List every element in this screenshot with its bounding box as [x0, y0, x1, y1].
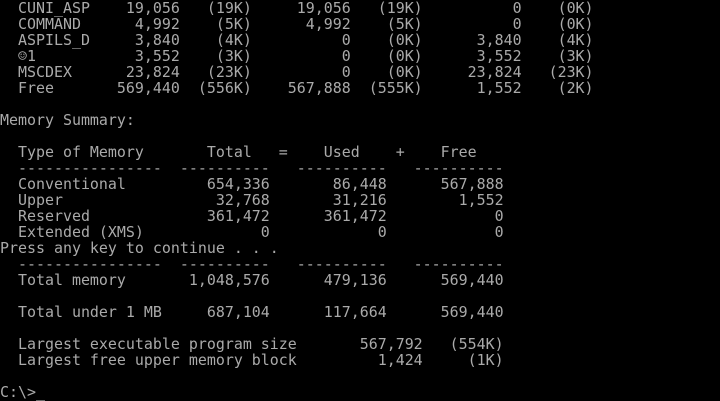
- output-line: CUNI_ASP 19,056 (19K) 19,056 (19K) 0 (0K…: [0, 0, 594, 17]
- output-line: Press any key to continue . . .: [0, 239, 279, 257]
- output-line: [0, 96, 720, 112]
- output-line: Largest executable program size 567,792 …: [0, 335, 504, 353]
- output-line: [0, 320, 720, 336]
- output-line: Type of Memory Total = Used + Free: [0, 143, 477, 161]
- text-cursor: _: [35, 383, 45, 401]
- output-line: COMMAND 4,992 (5K) 4,992 (5K) 0 (0K): [0, 15, 594, 33]
- output-line: Largest free upper memory block 1,424 (1…: [0, 351, 504, 369]
- terminal-output: CUNI_ASP 19,056 (19K) 19,056 (19K) 0 (0K…: [0, 0, 720, 384]
- command-prompt-line[interactable]: C:\>_: [0, 384, 720, 400]
- output-line: Conventional 654,336 86,448 567,888: [0, 175, 504, 193]
- output-line: Extended (XMS) 0 0 0: [0, 223, 504, 241]
- output-line: Memory Summary:: [0, 111, 135, 129]
- output-line: Total memory 1,048,576 479,136 569,440: [0, 271, 504, 289]
- output-line: ☺1 3,552 (3K) 0 (0K) 3,552 (3K): [0, 47, 594, 65]
- output-line: [0, 128, 720, 144]
- output-line: Free 569,440 (556K) 567,888 (555K) 1,552…: [0, 79, 594, 97]
- output-line: ---------------- ---------- ---------- -…: [0, 159, 504, 177]
- output-line: MSCDEX 23,824 (23K) 0 (0K) 23,824 (23K): [0, 63, 594, 81]
- output-line: Reserved 361,472 361,472 0: [0, 207, 504, 225]
- output-line: [0, 368, 720, 384]
- output-line: Total under 1 MB 687,104 117,664 569,440: [0, 303, 504, 321]
- output-line: Upper 32,768 31,216 1,552: [0, 191, 504, 209]
- prompt-text: C:\>: [0, 383, 36, 401]
- output-line: [0, 288, 720, 304]
- output-line: ---------------- ---------- ---------- -…: [0, 255, 504, 273]
- output-line: ASPILS_D 3,840 (4K) 0 (0K) 3,840 (4K): [0, 31, 594, 49]
